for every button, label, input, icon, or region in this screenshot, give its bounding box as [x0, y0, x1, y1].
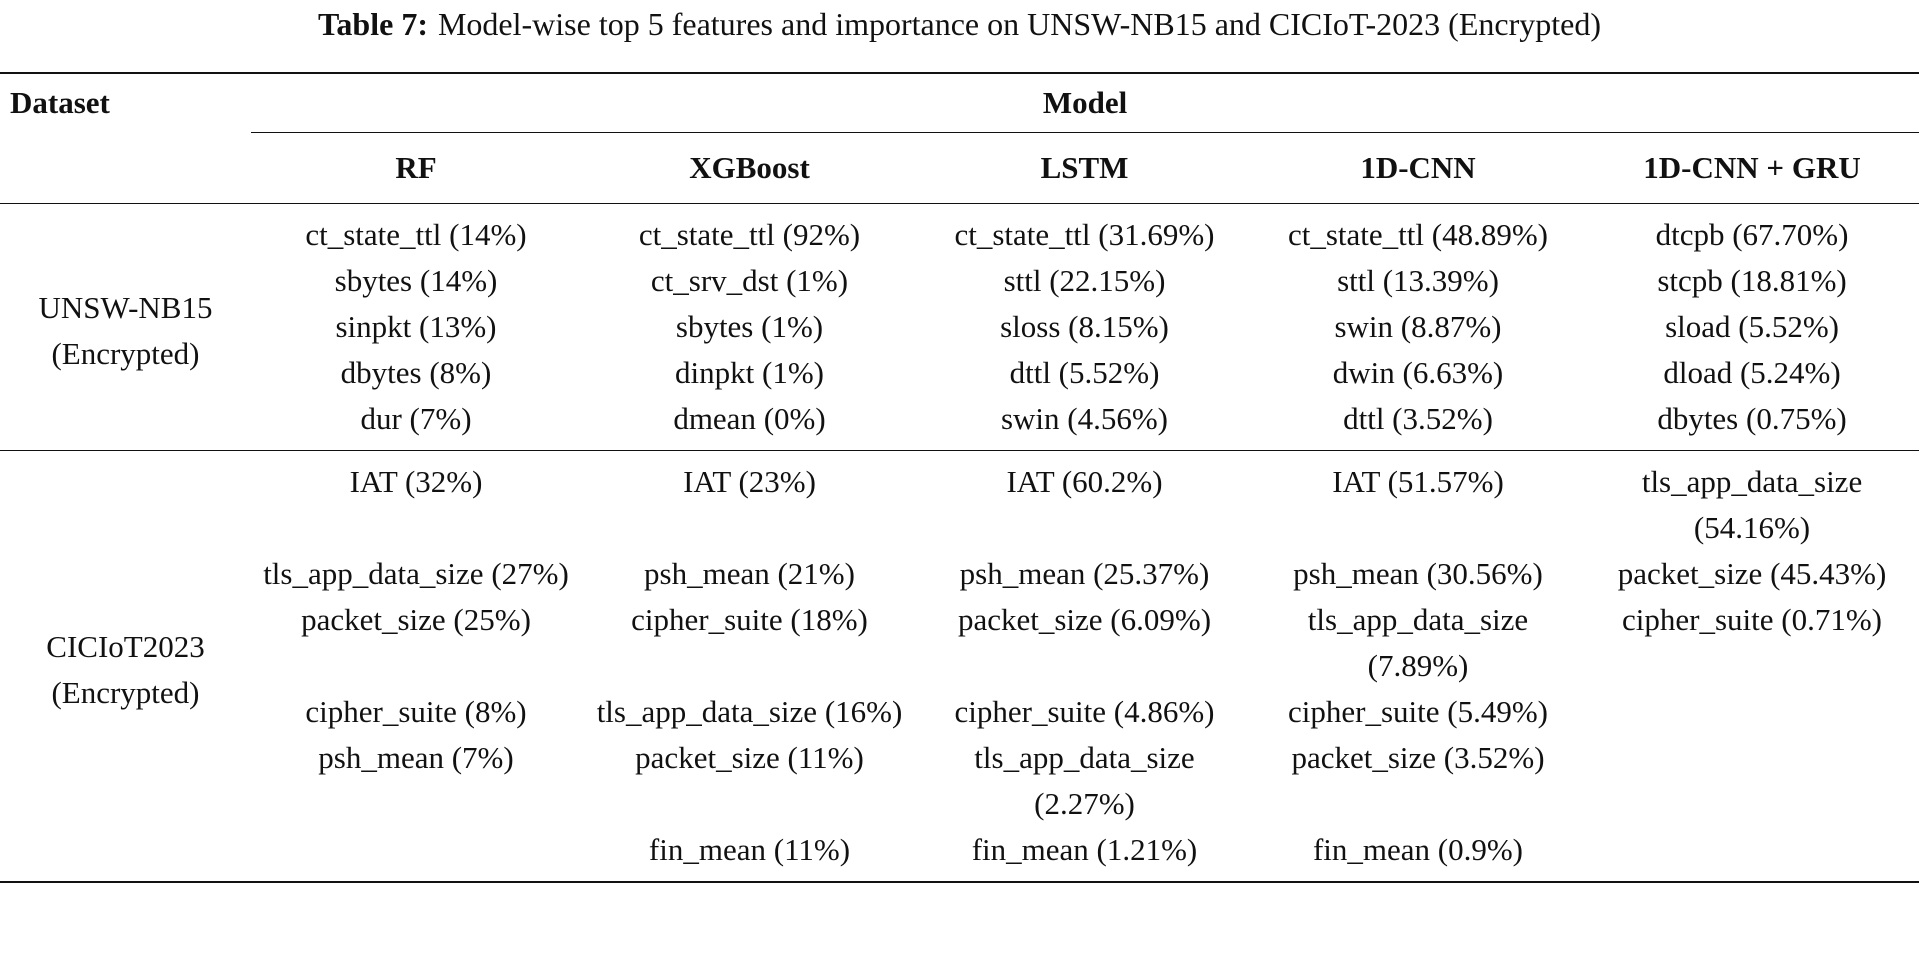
- feature-cell: cipher_suite (0.71%): [1622, 602, 1883, 637]
- feature-cell: dbytes (0.75%): [1585, 396, 1919, 451]
- feature-cell: [1585, 735, 1919, 827]
- table-row: UNSW-NB15 (Encrypted) ct_state_ttl (14%) c…: [0, 203, 1919, 451]
- feature-cell: packet_size (45.43%): [1617, 556, 1887, 591]
- feature-cell: sttl (22.15%): [1003, 263, 1166, 298]
- feature-cell: IAT (32%): [349, 464, 483, 499]
- caption: Table 7: Model-wise top 5 features and im…: [0, 0, 1919, 62]
- feature-cell: cipher_suite (8%): [305, 694, 527, 729]
- feature-cell: fin_mean (1.21%): [918, 827, 1251, 883]
- feature-cell: dur (7%): [251, 396, 581, 451]
- feature-cell: sloss (8.15%): [1000, 309, 1169, 344]
- feature-cell: ct_state_ttl (14%): [305, 217, 527, 252]
- feature-cell: sttl (13.39%): [1337, 263, 1499, 298]
- feature-cell: ct_srv_dst (1%): [650, 263, 849, 298]
- feature-cell: swin (8.87%): [1334, 309, 1502, 344]
- table-row: sbytes (14%) ct_srv_dst (1%) sttl (22.15%)…: [0, 258, 1919, 304]
- feature-cell: [1585, 827, 1919, 883]
- feature-cell: dmean (0%): [581, 396, 918, 451]
- feature-cell: packet_size (11%): [635, 740, 864, 775]
- feature-cell: fin_mean (11%): [581, 827, 918, 883]
- header-row: RF XGBoost LSTM 1D-CNN 1D-CNN + GRU: [0, 132, 1919, 204]
- feature-cell: tls_app_data_size (27%): [263, 556, 569, 591]
- header-row: Dataset Model: [0, 72, 1919, 133]
- feature-cell: dinpkt (1%): [675, 355, 824, 390]
- table-row: dur (7%) dmean (0%) swin (4.56%) dttl (3.52…: [0, 396, 1919, 451]
- feature-cell: dbytes (8%): [340, 355, 492, 390]
- table-row: dbytes (8%) dinpkt (1%) dttl (5.52%) dwin (…: [0, 350, 1919, 396]
- feature-cell: ct_state_ttl (92%): [638, 217, 861, 252]
- table-row: fin_mean (11%) fin_mean (1.21%) fin_mean (…: [0, 827, 1919, 883]
- feature-cell: sload (5.52%): [1665, 309, 1839, 344]
- feature-cell: IAT (51.57%): [1332, 464, 1504, 499]
- feature-cell: psh_mean (7%): [318, 740, 514, 775]
- feature-cell: stcpb (18.81%): [1657, 263, 1847, 298]
- feature-cell: [251, 827, 581, 883]
- feature-cell: packet_size (6.09%): [957, 602, 1212, 637]
- table-row: CICIoT2023 (Encrypted) IAT (32%) IAT (23%)…: [0, 450, 1919, 883]
- dataset-cell: UNSW-NB15 (Encrypted): [0, 203, 251, 451]
- feature-cell: packet_size (3.52%): [1291, 740, 1545, 775]
- feature-cell: IAT (23%): [683, 464, 816, 499]
- feature-cell: dwin (6.63%): [1332, 355, 1504, 390]
- feature-cell: cipher_suite (5.49%): [1288, 694, 1548, 729]
- model-header: 1D-CNN + GRU: [1585, 132, 1919, 204]
- feature-cell: dload (5.24%): [1663, 355, 1841, 390]
- feature-cell: packet_size (25%): [301, 602, 531, 637]
- feature-cell: psh_mean (21%): [644, 556, 855, 591]
- caption-label: Table 7:: [318, 6, 428, 42]
- table-row: cipher_suite (8%) tls_app_data_size (16%)…: [0, 689, 1919, 735]
- header-spacer: [0, 132, 251, 204]
- table-row: sinpkt (13%) sbytes (1%) sloss (8.15%) swin…: [0, 304, 1919, 350]
- feature-cell: IAT (60.2%): [1006, 464, 1163, 499]
- feature-cell: sinpkt (13%): [335, 309, 497, 344]
- table-row: packet_size (25%) cipher_suite (18%) packe…: [0, 597, 1919, 689]
- dataset-cell: CICIoT2023 (Encrypted): [0, 450, 251, 883]
- feature-cell: tls_app_data_size (54.16%): [1641, 464, 1863, 545]
- feature-cell: dtcpb (67.70%): [1655, 217, 1849, 252]
- feature-cell: [1585, 689, 1919, 735]
- caption-text: Model-wise top 5 features and importance…: [437, 6, 1601, 42]
- feature-cell: fin_mean (0.9%): [1251, 827, 1585, 883]
- feature-cell: tls_app_data_size (7.89%): [1307, 602, 1529, 683]
- table: Dataset Model RF XGBoost LSTM 1D-CNN 1D-CNN …: [0, 72, 1919, 883]
- feature-cell: sbytes (1%): [675, 309, 824, 344]
- model-header: 1D-CNN: [1251, 132, 1585, 204]
- header-cell: Dataset: [0, 72, 251, 133]
- model-header: RF: [251, 132, 581, 204]
- feature-cell: tls_app_data_size (2.27%): [974, 740, 1195, 821]
- table-row: psh_mean (7%) packet_size (11%) tls_app_da…: [0, 735, 1919, 827]
- feature-cell: cipher_suite (18%): [631, 602, 868, 637]
- feature-cell: psh_mean (25.37%): [959, 556, 1210, 591]
- feature-cell: dttl (3.52%): [1251, 396, 1585, 451]
- model-header: XGBoost: [581, 132, 918, 204]
- feature-cell: swin (4.56%): [918, 396, 1251, 451]
- table-body: UNSW-NB15 (Encrypted) ct_state_ttl (14%) c…: [0, 203, 1919, 883]
- feature-cell: tls_app_data_size (16%): [596, 694, 903, 729]
- feature-cell: ct_state_ttl (31.69%): [954, 217, 1215, 252]
- feature-cell: ct_state_ttl (48.89%): [1288, 217, 1548, 252]
- feature-cell: cipher_suite (4.86%): [954, 694, 1215, 729]
- model-header: LSTM: [918, 132, 1251, 204]
- table-row: tls_app_data_size (27%) psh_mean (21%) psh…: [0, 551, 1919, 597]
- feature-cell: psh_mean (30.56%): [1293, 556, 1543, 591]
- feature-cell: sbytes (14%): [334, 263, 498, 298]
- header-cell: Model: [251, 72, 1919, 133]
- feature-cell: dttl (5.52%): [1009, 355, 1160, 390]
